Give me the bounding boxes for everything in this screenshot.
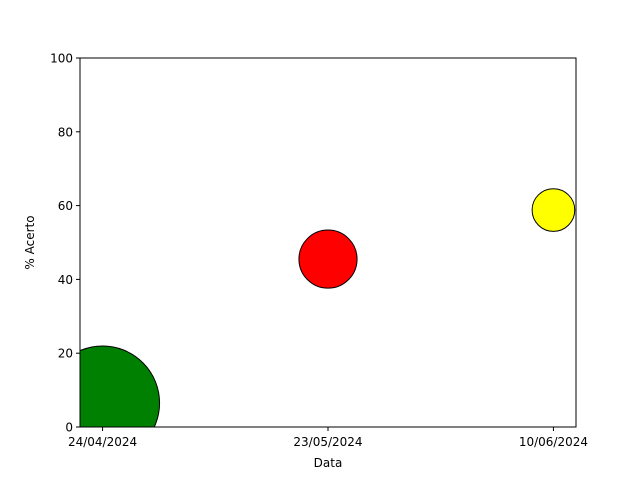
x-axis: 24/04/2024 23/05/2024 10/06/2024 xyxy=(68,427,588,449)
y-axis: 0 20 40 60 80 100 xyxy=(50,52,80,435)
y-tick-label: 40 xyxy=(58,273,73,287)
y-tick-label: 60 xyxy=(58,199,73,213)
y-tick-label: 20 xyxy=(58,347,73,361)
data-point xyxy=(80,345,161,427)
x-tick-label: 23/05/2024 xyxy=(293,435,362,449)
x-tick-label: 24/04/2024 xyxy=(68,435,137,449)
y-axis-label: % Acerto xyxy=(23,215,37,269)
data-point xyxy=(298,229,358,289)
points-layer xyxy=(80,188,576,427)
y-tick-label: 0 xyxy=(65,421,73,435)
x-tick-label: 10/06/2024 xyxy=(519,435,588,449)
data-point xyxy=(531,188,576,232)
y-tick-label: 80 xyxy=(58,125,73,139)
x-axis-label: Data xyxy=(314,456,343,470)
y-tick-label: 100 xyxy=(50,52,73,66)
